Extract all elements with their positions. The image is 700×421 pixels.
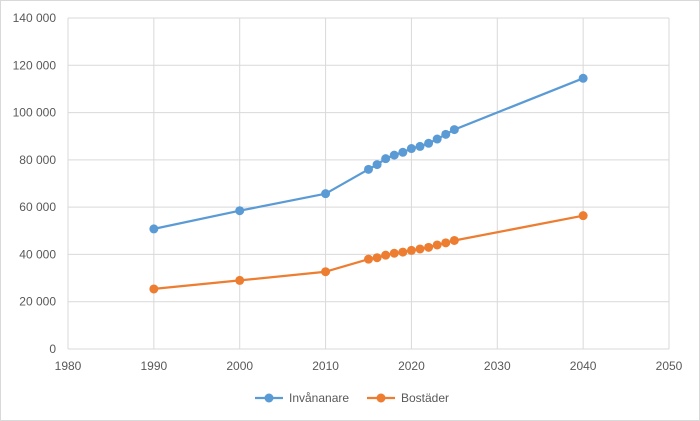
legend-item: Invånanare xyxy=(255,391,349,405)
x-axis-tick-labels: 1980 1990 2000 2010 2020 2030 2040 2050 xyxy=(55,359,683,373)
x-tick-label: 2030 xyxy=(484,359,511,373)
x-tick-label: 2000 xyxy=(226,359,253,373)
data-point xyxy=(389,248,399,258)
x-tick-label: 2050 xyxy=(656,359,683,373)
legend-marker xyxy=(376,393,386,403)
data-point xyxy=(364,164,373,174)
data-point xyxy=(432,240,442,250)
x-tick-label: 2020 xyxy=(398,359,425,373)
data-point xyxy=(398,147,408,157)
y-axis-tick-labels: 0 20 000 40 000 60 000 80 000 100 000 120 000 1… xyxy=(13,11,57,356)
data-point xyxy=(406,245,416,255)
series-0 xyxy=(149,73,588,234)
data-point xyxy=(372,160,382,170)
data-point xyxy=(398,247,408,257)
data-point xyxy=(321,267,331,277)
series-1 xyxy=(149,211,588,294)
data-point xyxy=(449,235,459,245)
data-point xyxy=(364,254,373,264)
legend-label: Invånanare xyxy=(289,391,349,405)
data-point xyxy=(449,125,459,135)
x-tick-label: 1990 xyxy=(141,359,168,373)
y-tick-label: 120 000 xyxy=(13,58,57,72)
data-point xyxy=(415,244,425,254)
y-tick-label: 140 000 xyxy=(13,11,57,25)
data-point xyxy=(578,211,588,221)
x-tick-label: 2040 xyxy=(570,359,597,373)
grid xyxy=(67,17,670,350)
data-point xyxy=(406,144,416,154)
legend-marker xyxy=(264,393,274,403)
y-tick-label: 100 000 xyxy=(13,106,57,120)
y-tick-label: 20 000 xyxy=(19,295,56,309)
y-tick-label: 80 000 xyxy=(19,153,56,167)
data-point xyxy=(415,141,425,151)
data-point xyxy=(424,138,434,148)
data-point xyxy=(381,154,391,164)
y-tick-label: 40 000 xyxy=(19,247,56,261)
data-point xyxy=(441,238,451,248)
legend-label: Bostäder xyxy=(401,391,449,405)
y-tick-label: 0 xyxy=(49,342,56,356)
data-point xyxy=(432,134,442,144)
series-line xyxy=(153,77,584,231)
series-layer xyxy=(149,73,588,294)
data-point xyxy=(372,253,382,263)
data-point xyxy=(149,224,159,234)
data-point xyxy=(381,250,391,260)
series-line xyxy=(153,214,584,291)
data-point xyxy=(389,150,399,160)
data-point xyxy=(321,189,331,199)
data-point xyxy=(578,73,588,83)
x-tick-label: 1980 xyxy=(55,359,82,373)
legend: Invånanare Bostäder xyxy=(255,391,449,405)
data-point xyxy=(235,206,245,216)
data-point xyxy=(235,275,245,285)
data-point xyxy=(441,129,451,139)
y-tick-label: 60 000 xyxy=(19,200,56,214)
data-point xyxy=(424,242,434,252)
data-point xyxy=(149,284,159,294)
legend-item: Bostäder xyxy=(367,391,449,405)
x-tick-label: 2010 xyxy=(312,359,339,373)
